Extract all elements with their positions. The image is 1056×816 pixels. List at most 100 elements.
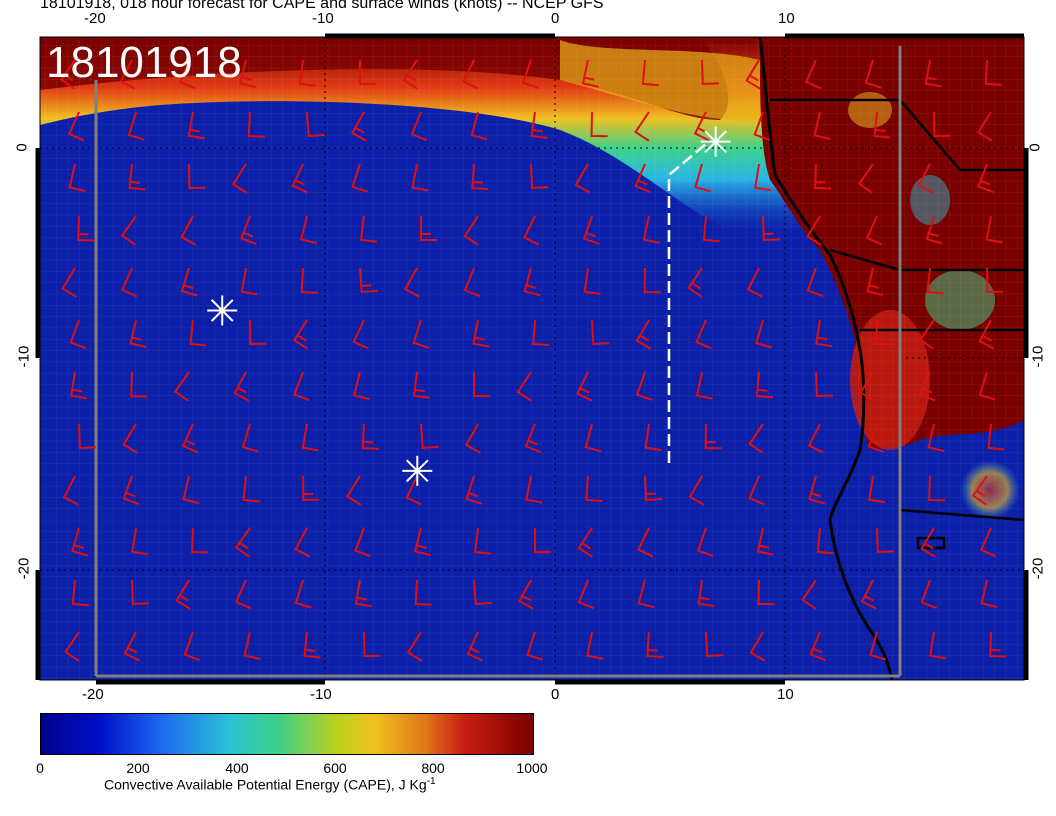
wind-barb <box>918 319 935 350</box>
wind-barb <box>815 319 833 348</box>
star-markers <box>207 126 731 486</box>
wind-barb <box>130 371 148 398</box>
wind-barb <box>412 319 430 349</box>
timestamp-label: 18101918 <box>46 38 242 87</box>
star-marker-2 <box>207 295 238 326</box>
wind-barb <box>754 163 772 192</box>
wind-barb <box>577 527 593 558</box>
wind-barb <box>864 59 882 89</box>
wind-barb <box>345 475 362 506</box>
wind-barb <box>175 579 191 610</box>
wind-barb <box>359 267 378 294</box>
wind-barb <box>188 163 206 190</box>
wind-barb <box>247 111 265 138</box>
wind-barb <box>857 163 874 194</box>
star-marker-1 <box>700 126 731 157</box>
y-tick-left-2: -10 <box>15 345 33 368</box>
wind-barb <box>291 163 308 194</box>
wind-barb <box>971 475 988 506</box>
wind-barb <box>929 631 947 660</box>
wind-barb <box>463 267 481 298</box>
wind-barb <box>129 319 147 348</box>
wind-barb <box>590 111 608 138</box>
wind-barb <box>876 527 894 554</box>
wind-barb <box>694 163 712 193</box>
wind-barb <box>865 215 883 246</box>
wind-barb <box>634 111 650 142</box>
colorbar-tick-800: 800 <box>421 760 445 776</box>
wind-barb <box>807 423 824 454</box>
wind-barb <box>189 319 207 347</box>
wind-barb <box>749 631 766 662</box>
wind-barb <box>582 215 600 245</box>
wind-barb <box>977 163 994 194</box>
wind-barb <box>523 267 541 297</box>
wind-barb <box>351 111 367 142</box>
wind-barb <box>71 579 89 607</box>
wind-barbs <box>59 59 1007 662</box>
wind-barb <box>180 267 198 297</box>
wind-barb <box>402 59 418 90</box>
x-tick-bottom-2: -10 <box>310 686 332 703</box>
wind-barb <box>924 59 942 88</box>
wind-barb <box>470 111 488 141</box>
wind-barb <box>404 267 420 298</box>
wind-barb <box>405 475 422 506</box>
wind-barb <box>359 215 378 243</box>
wind-barb <box>687 267 703 298</box>
wind-barb <box>989 631 1007 658</box>
wind-barb <box>815 371 833 398</box>
wind-barb <box>59 59 76 90</box>
wind-barb <box>301 423 319 452</box>
wind-barb <box>300 267 318 294</box>
wind-barb <box>354 527 371 558</box>
wind-barb <box>354 579 372 608</box>
wind-barb <box>359 60 376 85</box>
wind-barb <box>62 475 79 506</box>
wind-barb <box>411 163 429 192</box>
wind-barb <box>806 215 822 246</box>
wind-barb <box>240 215 257 246</box>
storm-track <box>667 142 708 463</box>
wind-barb <box>753 111 771 141</box>
wind-barb <box>472 319 490 348</box>
wind-barb <box>294 527 311 558</box>
x-tick-bottom-4: 10 <box>777 686 794 703</box>
x-tick-bottom-1: -20 <box>82 686 104 703</box>
wind-barb <box>748 423 764 454</box>
wind-barb <box>637 579 655 609</box>
wind-barb <box>701 59 719 86</box>
wind-barb <box>240 267 258 296</box>
wind-barb <box>581 59 599 88</box>
wind-barb <box>641 59 659 87</box>
wind-barb <box>413 527 431 557</box>
wind-barb <box>473 579 492 606</box>
wind-barb <box>634 163 651 194</box>
wind-barb <box>120 215 137 246</box>
colorbar-tick-0: 0 <box>36 760 44 776</box>
graticule <box>40 37 1024 680</box>
wind-barb <box>420 423 439 450</box>
wind-barb <box>123 631 140 662</box>
wind-barb <box>574 163 591 194</box>
wind-barb <box>412 371 431 399</box>
wind-barb <box>516 371 532 402</box>
wind-barb <box>414 579 432 606</box>
wind-barb <box>523 215 540 246</box>
wind-barb <box>234 579 252 610</box>
y-tick-right-3: -20 <box>1029 557 1047 580</box>
wind-barb <box>181 423 199 454</box>
wind-barb <box>755 319 773 349</box>
wind-barb <box>643 267 661 294</box>
wind-barb <box>410 111 428 142</box>
colorbar-tick-200: 200 <box>126 760 150 776</box>
wind-barb <box>471 163 489 191</box>
wind-barb <box>804 59 822 90</box>
wind-barb <box>702 215 720 243</box>
wind-barb <box>978 319 995 350</box>
wind-barb <box>465 475 483 505</box>
wind-barb <box>873 111 891 139</box>
wind-barb <box>920 527 936 558</box>
y-tick-right-1: 0 <box>1026 143 1044 152</box>
wind-barb <box>70 371 88 400</box>
